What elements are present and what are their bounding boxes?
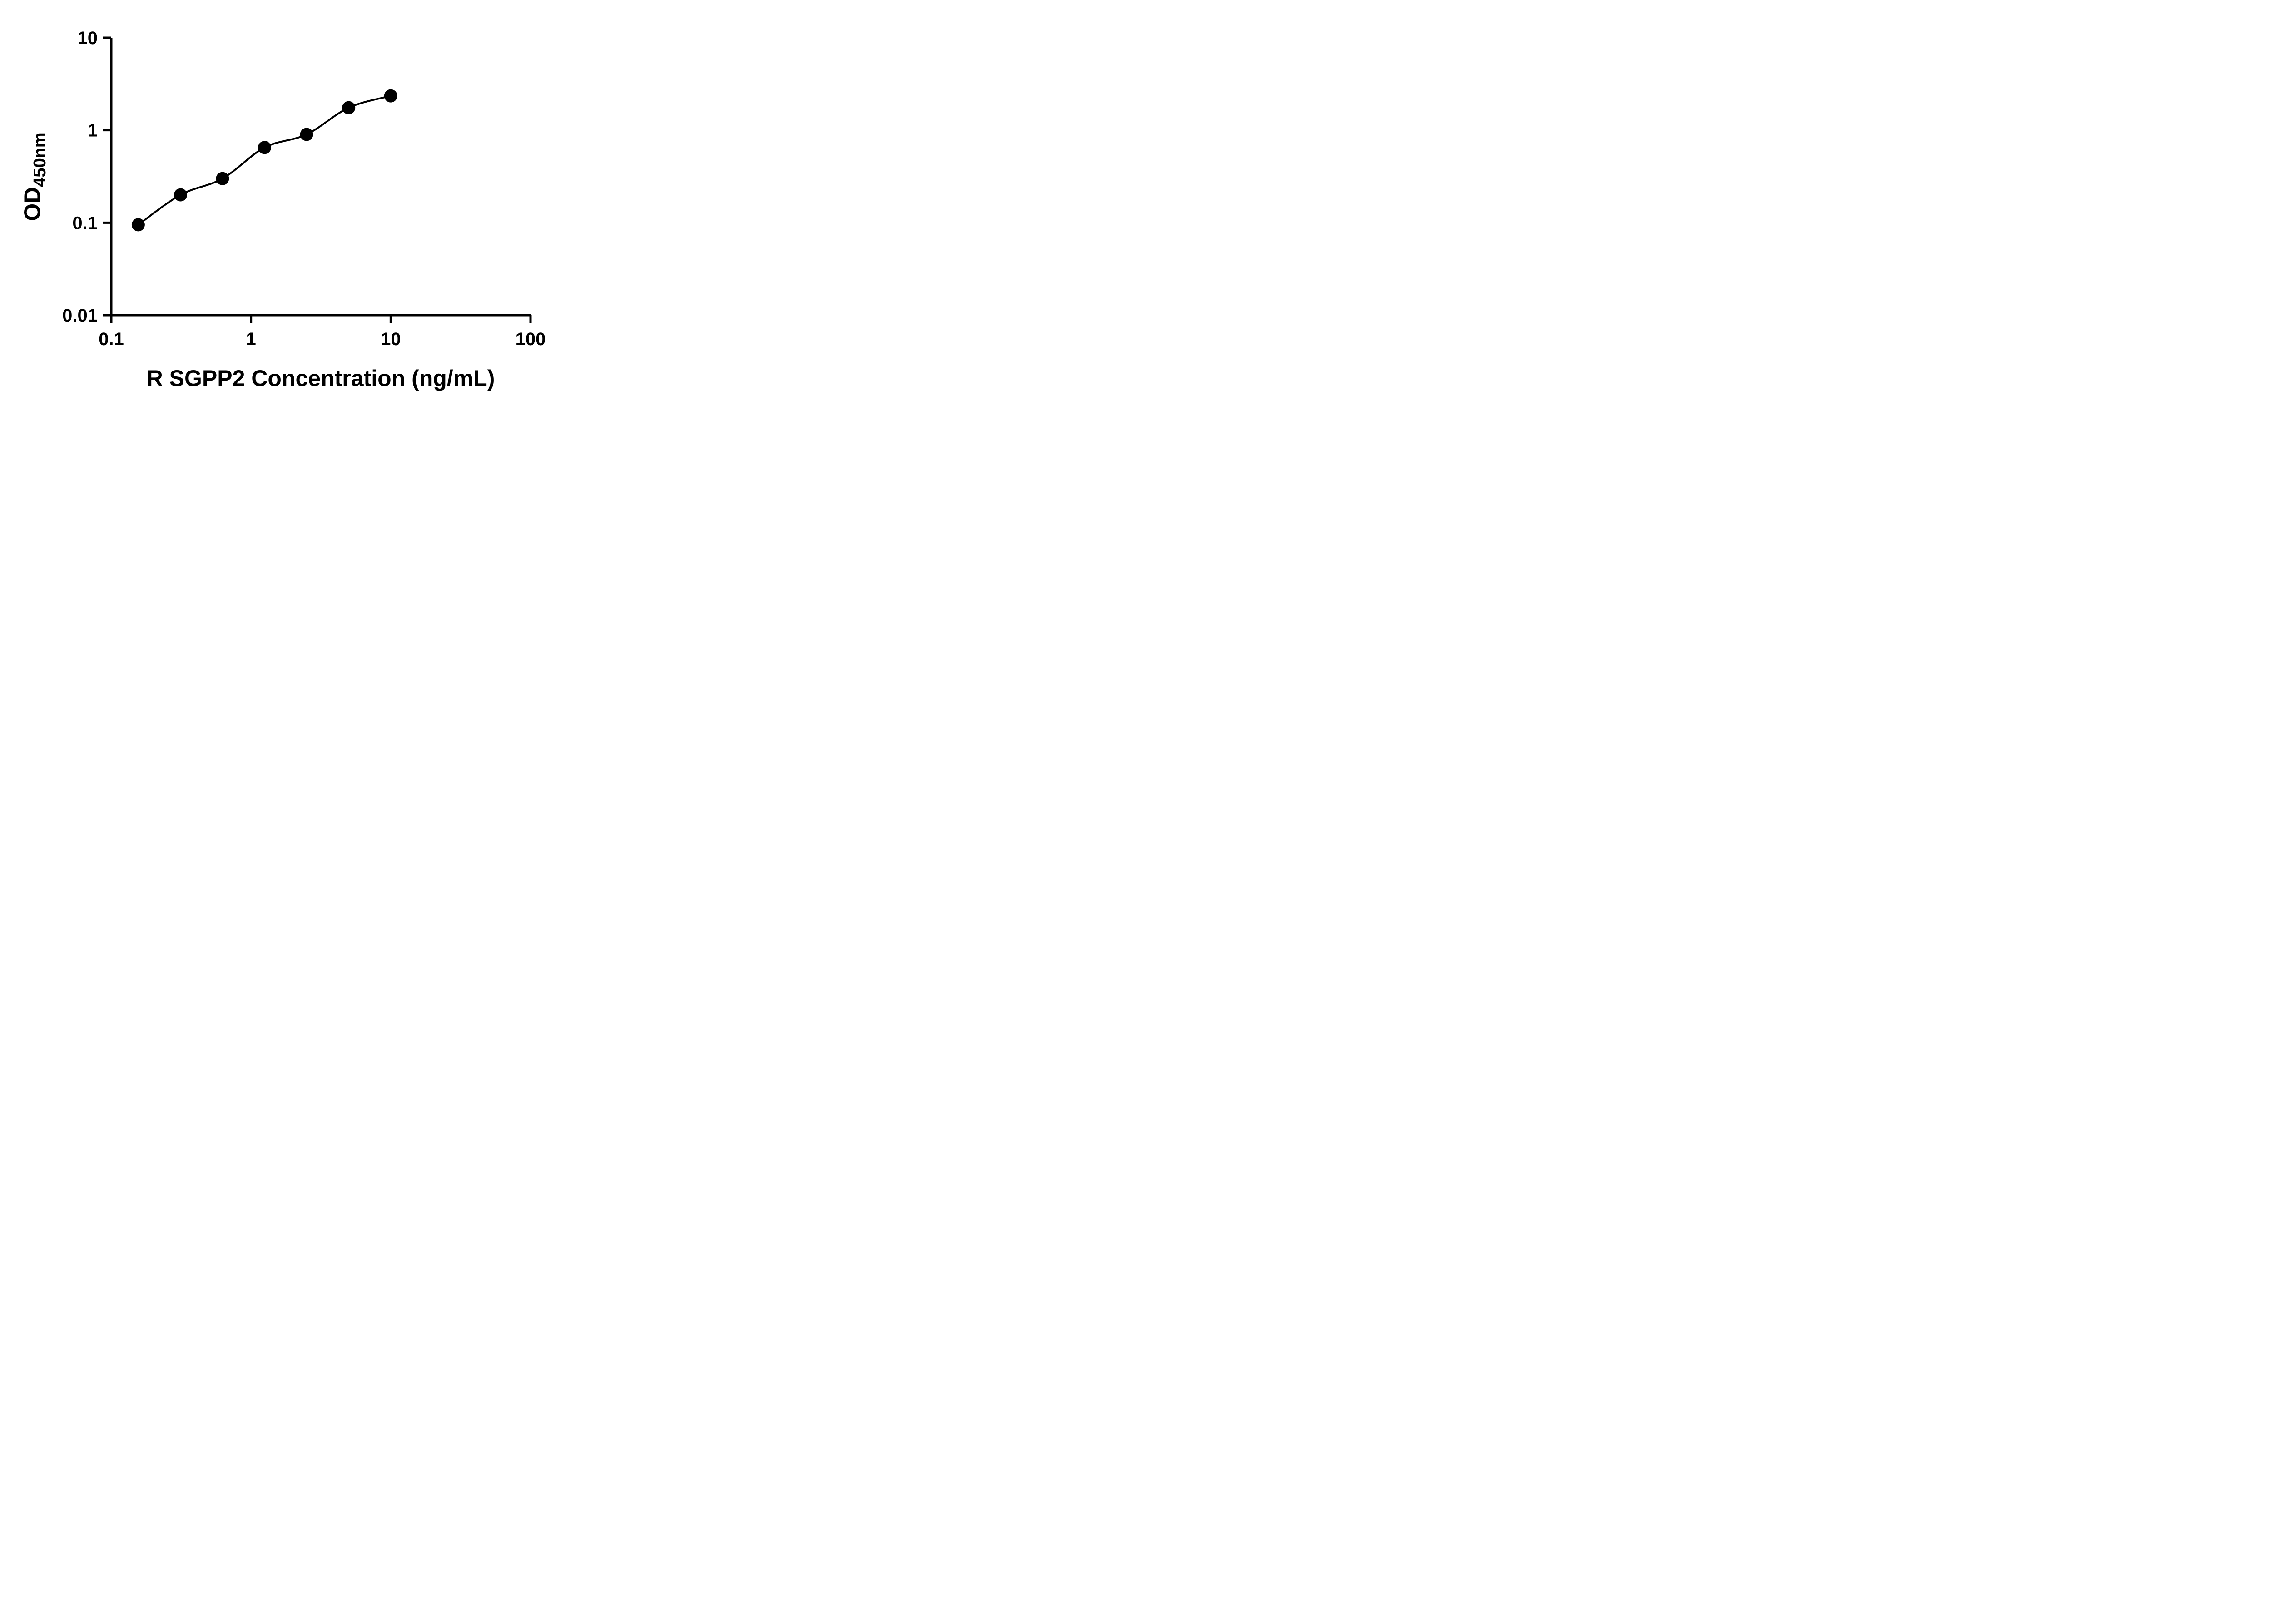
elisa-standard-curve-figure: 0.1 1 10 100 0.01 0.1 1 10 R SGPP2 Concentratio… [0, 0, 584, 406]
data-point [300, 128, 313, 141]
y-axis-title-main: OD [20, 187, 45, 221]
axis-spine [110, 38, 531, 317]
data-point [216, 172, 229, 185]
fit-curve [138, 95, 391, 226]
data-point [131, 218, 145, 232]
x-tick-label: 1 [246, 329, 256, 349]
data-point [384, 89, 397, 103]
x-tick-label: 0.1 [99, 329, 124, 349]
x-tick-label: 10 [381, 329, 401, 349]
x-tick-label: 100 [516, 329, 546, 349]
y-tick-label: 0.01 [62, 306, 98, 326]
x-axis-title: R SGPP2 Concentration (ng/mL) [147, 366, 495, 391]
y-tick-label: 1 [88, 121, 98, 141]
y-tick-label: 10 [78, 28, 98, 48]
y-axis-title-subscript: 450nm [30, 132, 50, 187]
y-tick-label: 0.1 [72, 213, 98, 233]
data-point [342, 101, 356, 114]
data-point [258, 141, 271, 154]
y-axis-title: OD450nm [20, 132, 50, 221]
data-point [174, 188, 187, 202]
